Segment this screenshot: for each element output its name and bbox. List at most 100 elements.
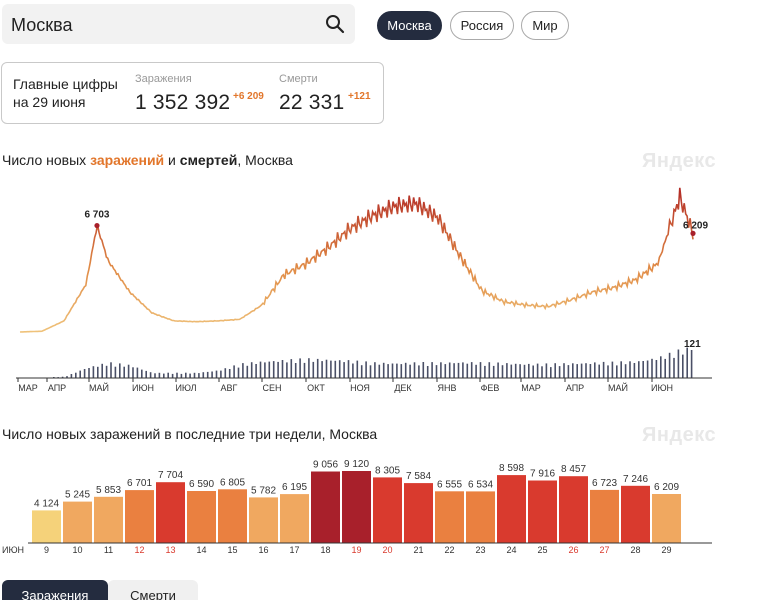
region-tab-moscow[interactable]: Москва xyxy=(377,11,442,40)
yandex-logo-2: Яндекс xyxy=(642,424,717,446)
deaths-bar xyxy=(563,363,565,378)
day-label: 12 xyxy=(134,545,144,555)
deaths-bar xyxy=(413,362,416,378)
deaths-bar xyxy=(668,352,671,378)
day-label: 9 xyxy=(44,545,49,555)
deaths-value: 22 331 xyxy=(279,91,345,114)
deaths-bar xyxy=(638,361,640,378)
deaths-bar xyxy=(334,360,337,378)
deaths-bar xyxy=(101,363,103,378)
deaths-bar xyxy=(286,362,288,378)
bar-value-label: 9 056 xyxy=(313,460,338,471)
bar-value-label: 7 584 xyxy=(406,471,431,482)
cases-deaths-timeline-chart: 6 703 6 209 121 МАР АПР МАЙ ИЮН ИЮЛ АВГ СЕН ОКТ НОЯ… xyxy=(16,187,712,393)
tab-deaths[interactable]: Смерти xyxy=(108,580,198,600)
bar-value-label: 5 245 xyxy=(65,490,90,501)
region-tab-world[interactable]: Мир xyxy=(521,11,569,40)
deaths-bar xyxy=(360,365,363,378)
deaths-bar xyxy=(268,361,271,378)
deaths-bar xyxy=(585,363,587,378)
cases-last-label: 6 209 xyxy=(683,220,708,231)
day-label: 23 xyxy=(475,545,485,555)
deaths-bar xyxy=(167,372,169,378)
bar-value-label: 6 590 xyxy=(189,479,214,490)
metric-tabs: Заражения Смерти xyxy=(2,580,198,600)
bar-value-label: 6 701 xyxy=(127,478,152,489)
month-label: ЯНВ xyxy=(437,383,456,393)
search-icon[interactable] xyxy=(325,14,345,34)
deaths-bar xyxy=(321,361,323,378)
bar-value-label: 9 120 xyxy=(344,459,369,470)
deaths-bar xyxy=(127,364,130,378)
deaths-bar xyxy=(145,370,147,378)
cases-peak-point xyxy=(94,222,100,229)
deaths-bar xyxy=(387,364,389,378)
month-label: АПР xyxy=(48,383,66,393)
day-label: 22 xyxy=(444,545,454,555)
deaths-bar xyxy=(611,361,614,378)
day-bar xyxy=(652,494,681,543)
deaths-bar xyxy=(220,370,222,378)
cases-value: 1 352 392 xyxy=(135,91,231,114)
day-bar xyxy=(32,510,61,543)
deaths-bar xyxy=(660,356,662,378)
day-bar xyxy=(590,489,619,543)
deaths-label: Смерти xyxy=(279,73,318,85)
deaths-bar xyxy=(83,369,86,378)
deaths-bar xyxy=(343,362,345,378)
day-bar xyxy=(435,491,464,544)
deaths-bar xyxy=(404,362,407,378)
day-bar xyxy=(187,491,216,543)
deaths-bar xyxy=(572,363,574,378)
search-field[interactable]: Москва xyxy=(2,4,355,44)
bar-value-label: 7 704 xyxy=(158,470,183,481)
deaths-bar xyxy=(598,364,600,378)
day-bar xyxy=(404,483,433,543)
deaths-bar xyxy=(141,369,143,378)
deaths-bar xyxy=(132,367,134,378)
deaths-bar xyxy=(158,372,161,378)
day-bar xyxy=(63,501,92,543)
deaths-bar xyxy=(171,373,174,378)
deaths-bar xyxy=(136,367,139,378)
cases-delta: +6 209 xyxy=(233,91,264,102)
deaths-bar xyxy=(475,364,477,378)
day-label: 25 xyxy=(537,545,547,555)
day-label: 29 xyxy=(661,545,671,555)
deaths-bar xyxy=(646,360,649,378)
deaths-bar xyxy=(202,372,205,378)
day-label: 24 xyxy=(506,545,516,555)
deaths-bar xyxy=(242,363,244,378)
deaths-bar xyxy=(163,373,165,378)
day-bar xyxy=(497,475,526,543)
bar-value-label: 6 534 xyxy=(468,479,493,490)
deaths-bar xyxy=(119,363,121,378)
deaths-bar xyxy=(303,362,306,378)
day-label: 11 xyxy=(104,545,113,555)
day-bar xyxy=(621,485,650,543)
deaths-bar xyxy=(426,366,429,378)
deaths-bar xyxy=(338,360,341,378)
month-label: СЕН xyxy=(262,383,281,393)
region-tab-russia[interactable]: Россия xyxy=(450,11,514,40)
deaths-bar xyxy=(237,367,240,378)
search-input[interactable]: Москва xyxy=(11,15,73,35)
deaths-bar xyxy=(228,369,231,378)
day-label: 19 xyxy=(351,545,361,555)
deaths-bar xyxy=(369,365,372,378)
day-bar xyxy=(342,471,371,543)
yandex-logo: Яндекс xyxy=(642,150,717,172)
deaths-bar xyxy=(497,362,499,378)
day-label: 13 xyxy=(165,545,175,555)
month-label: ИЮЛ xyxy=(175,383,196,393)
deaths-bar xyxy=(506,363,508,378)
month-label: ИЮН xyxy=(132,383,154,393)
month-label: МАР xyxy=(521,383,541,393)
deaths-bar xyxy=(255,364,257,378)
chart1-title-pre: Число новых xyxy=(2,152,91,168)
deaths-bar xyxy=(536,363,539,378)
deaths-bar xyxy=(664,358,666,378)
month-label: ДЕК xyxy=(394,383,412,393)
deaths-bar xyxy=(453,363,455,378)
tab-cases[interactable]: Заражения xyxy=(2,580,108,600)
